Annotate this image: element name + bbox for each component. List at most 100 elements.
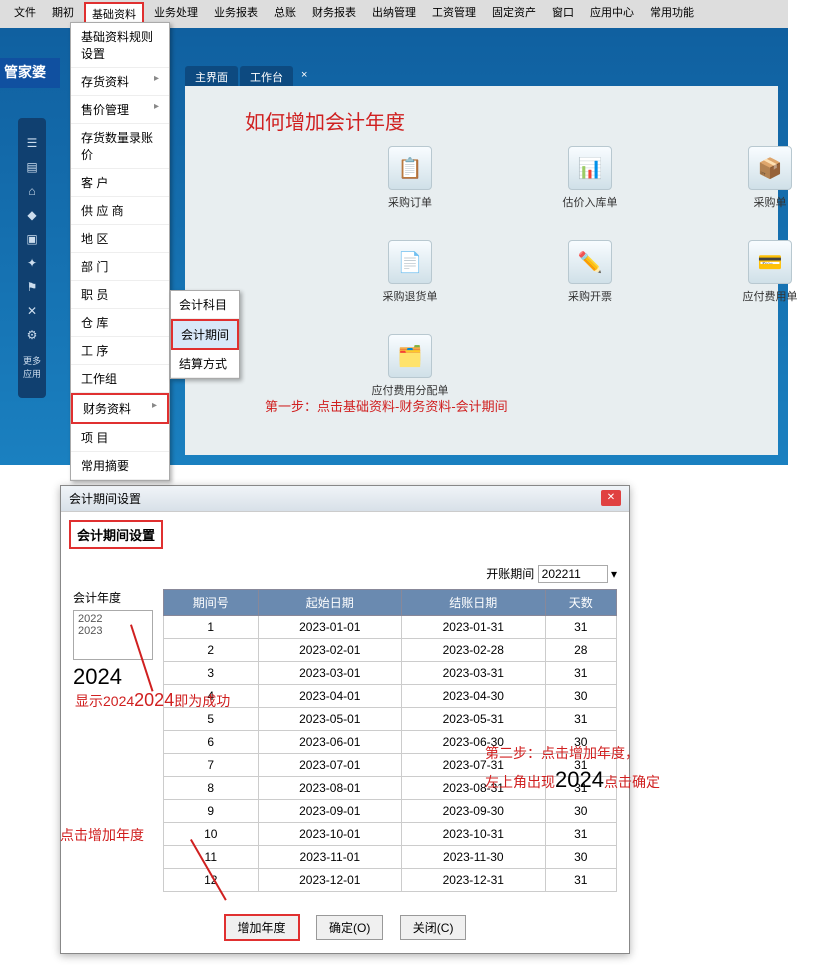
- annot-step2-line2: 左上角出现2024点击确定: [485, 767, 660, 793]
- period-cell: 2023-07-01: [258, 754, 402, 777]
- dropdown-item[interactable]: 部 门: [71, 253, 169, 281]
- close-button[interactable]: 关闭(C): [400, 915, 467, 940]
- menubar-item[interactable]: 窗口: [546, 2, 580, 26]
- main-app-window: 文件期初基础资料业务处理业务报表总账财务报表出纳管理工资管理固定资产窗口应用中心…: [0, 0, 788, 465]
- sidebar-icon[interactable]: ✦: [22, 256, 42, 270]
- app-icon-label: 估价入库单: [525, 194, 655, 210]
- year-label: 会计年度: [73, 589, 153, 606]
- app-icon[interactable]: 📋采购订单: [345, 146, 475, 210]
- open-period-input[interactable]: [538, 565, 608, 583]
- menubar-item[interactable]: 工资管理: [426, 2, 482, 26]
- sidebar-icon[interactable]: ☰: [22, 136, 42, 150]
- sidebar-icon[interactable]: ◆: [22, 208, 42, 222]
- dropdown-item[interactable]: 地 区: [71, 225, 169, 253]
- dropdown-item[interactable]: 常用摘要: [71, 452, 169, 480]
- period-row[interactable]: 42023-04-012023-04-3030: [164, 685, 617, 708]
- year-column: 会计年度 20222023 2024: [73, 589, 153, 892]
- menubar-item[interactable]: 财务报表: [306, 2, 362, 26]
- period-row[interactable]: 52023-05-012023-05-3131: [164, 708, 617, 731]
- period-cell: 2023-01-01: [258, 616, 402, 639]
- period-cell: 2023-11-01: [258, 846, 402, 869]
- submenu-item[interactable]: 会计科目: [171, 291, 239, 319]
- menubar-item[interactable]: 业务报表: [208, 2, 264, 26]
- period-header: 结账日期: [402, 590, 546, 616]
- year-option[interactable]: 2022: [78, 613, 148, 625]
- menubar-item[interactable]: 出纳管理: [366, 2, 422, 26]
- dialog-close-icon[interactable]: ✕: [601, 490, 621, 506]
- submenu-item[interactable]: 会计期间: [171, 319, 239, 350]
- app-icon[interactable]: 📄采购退货单: [345, 240, 475, 304]
- sidebar-icon[interactable]: ✕: [22, 304, 42, 318]
- menubar-item[interactable]: 应用中心: [584, 2, 640, 26]
- menubar-item[interactable]: 固定资产: [486, 2, 542, 26]
- tab-workbench[interactable]: 工作台: [240, 66, 293, 88]
- icon-grid: 📋采购订单 📊 估价入库单 📦采购单 📄采购退货单 ✏️采购开票 💳应付费用单 🗂️应付费用分…: [345, 146, 819, 398]
- dropdown-item[interactable]: 存货资料: [71, 68, 169, 96]
- period-cell: 28: [545, 639, 616, 662]
- dropdown-item[interactable]: 仓 库: [71, 309, 169, 337]
- period-cell: 2023-08-01: [258, 777, 402, 800]
- tabs-row: 主界面 工作台 ×: [185, 66, 313, 88]
- ok-button[interactable]: 确定(O): [316, 915, 383, 940]
- dropdown-item[interactable]: 职 员: [71, 281, 169, 309]
- dropdown-item[interactable]: 财务资料: [71, 393, 169, 424]
- sidebar-icon[interactable]: ⚙: [22, 328, 42, 342]
- period-cell: 31: [545, 823, 616, 846]
- period-row[interactable]: 122023-12-012023-12-3131: [164, 869, 617, 892]
- menubar-item[interactable]: 总账: [268, 2, 302, 26]
- year-option[interactable]: 2023: [78, 625, 148, 637]
- period-row[interactable]: 112023-11-012023-11-3030: [164, 846, 617, 869]
- dropdown-item[interactable]: 售价管理: [71, 96, 169, 124]
- period-cell: 8: [164, 777, 259, 800]
- period-cell: 2: [164, 639, 259, 662]
- period-cell: 2023-06-01: [258, 731, 402, 754]
- app-icon[interactable]: 📊 估价入库单: [525, 146, 655, 210]
- dropdown-item[interactable]: 存货数量录账价: [71, 124, 169, 169]
- sidebar-icon[interactable]: ⌂: [22, 184, 42, 198]
- sidebar-icon[interactable]: ⚑: [22, 280, 42, 294]
- app-icon-glyph: 📊: [568, 146, 612, 190]
- period-row[interactable]: 22023-02-012023-02-2828: [164, 639, 617, 662]
- dropdown-item[interactable]: 工 序: [71, 337, 169, 365]
- submenu-finance-data: 会计科目会计期间结算方式: [170, 290, 240, 379]
- dialog-titlebar: 会计期间设置 ✕: [61, 486, 629, 512]
- submenu-item[interactable]: 结算方式: [171, 350, 239, 378]
- period-cell: 11: [164, 846, 259, 869]
- period-row[interactable]: 12023-01-012023-01-3131: [164, 616, 617, 639]
- period-cell: 2023-10-31: [402, 823, 546, 846]
- app-icon[interactable]: ✏️采购开票: [525, 240, 655, 304]
- dropdown-item[interactable]: 基础资料规则设置: [71, 23, 169, 68]
- app-icon-glyph: 📄: [388, 240, 432, 284]
- app-icon[interactable]: 💳应付费用单: [705, 240, 819, 304]
- app-icon[interactable]: 🗂️应付费用分配单: [345, 334, 475, 398]
- app-icon-glyph: 📋: [388, 146, 432, 190]
- menubar-item[interactable]: 文件: [8, 2, 42, 26]
- tab-main[interactable]: 主界面: [185, 66, 238, 88]
- period-cell: 31: [545, 869, 616, 892]
- period-row[interactable]: 102023-10-012023-10-3131: [164, 823, 617, 846]
- period-cell: 3: [164, 662, 259, 685]
- dropdown-item[interactable]: 工作组: [71, 365, 169, 393]
- step1-annotation: 第一步：点击基础资料-财务资料-会计期间: [265, 396, 508, 415]
- app-icon[interactable]: 📦采购单: [705, 146, 819, 210]
- annot-step2-line1: 第二步：点击增加年度，: [485, 743, 639, 763]
- period-cell: 2023-05-31: [402, 708, 546, 731]
- period-cell: 2023-12-31: [402, 869, 546, 892]
- dropdown-item[interactable]: 项 目: [71, 424, 169, 452]
- period-row[interactable]: 32023-03-012023-03-3131: [164, 662, 617, 685]
- tab-close-icon[interactable]: ×: [295, 66, 313, 88]
- period-row[interactable]: 92023-09-012023-09-3030: [164, 800, 617, 823]
- app-icon-glyph: ✏️: [568, 240, 612, 284]
- period-cell: 2023-11-30: [402, 846, 546, 869]
- period-cell: 2023-01-31: [402, 616, 546, 639]
- sidebar-icon[interactable]: ▤: [22, 160, 42, 174]
- sidebar-icon-strip: ☰ ▤ ⌂ ◆ ▣ ✦ ⚑ ✕ ⚙ 更多应用: [18, 118, 46, 398]
- dropdown-item[interactable]: 客 户: [71, 169, 169, 197]
- period-cell: 2023-04-01: [258, 685, 402, 708]
- sidebar-icon[interactable]: ▣: [22, 232, 42, 246]
- add-year-button[interactable]: 增加年度: [224, 914, 300, 941]
- menubar-item[interactable]: 常用功能: [644, 2, 700, 26]
- dialog-title: 会计期间设置: [69, 490, 141, 507]
- period-table: 期间号起始日期结账日期天数12023-01-012023-01-31312202…: [163, 589, 617, 892]
- dropdown-item[interactable]: 供 应 商: [71, 197, 169, 225]
